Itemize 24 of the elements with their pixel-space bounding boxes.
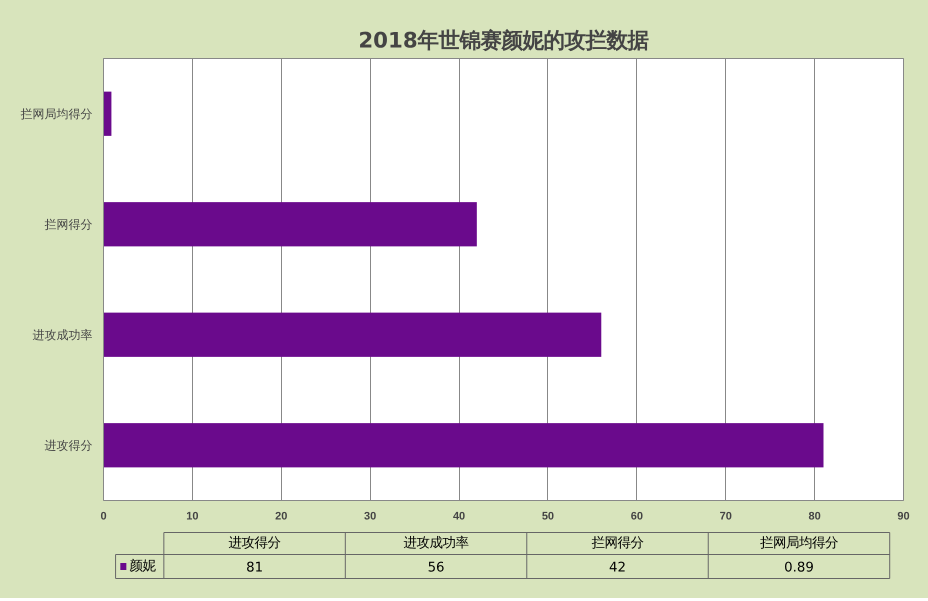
x-tick-label: 20 [275, 510, 288, 522]
x-tick-label: 90 [897, 510, 910, 522]
text: 0.89 [784, 560, 814, 576]
x-tick-label: 60 [630, 510, 643, 522]
y-tick-label: 拦网得分 [44, 217, 92, 232]
y-tick-label: 拦网局均得分 [20, 106, 92, 121]
category-label: 进攻成功率 [404, 536, 469, 551]
x-tick-label: 40 [452, 510, 466, 522]
x-tick-label: 0 [100, 510, 107, 522]
category-label: 拦网得分 [592, 536, 644, 551]
x-tick-label: 80 [808, 510, 821, 522]
text: 56 [428, 560, 445, 576]
category-label: 进攻得分 [228, 536, 281, 551]
legend-label: 颜妮 [129, 559, 156, 574]
y-tick-label: 进攻得分 [44, 438, 92, 452]
x-tick-label: 50 [542, 510, 554, 522]
y-tick-label: 进攻成功率 [32, 328, 92, 342]
text: 81 [246, 560, 264, 576]
x-tick-label: 10 [186, 510, 199, 522]
category-label: 拦网局均得分 [760, 536, 838, 551]
x-tick-label: 70 [720, 510, 732, 522]
text: 42 [609, 560, 626, 576]
x-tick-label: 30 [364, 510, 376, 522]
chart-title: 2018年世锦赛颜妮的攻拦数据 [358, 28, 649, 54]
